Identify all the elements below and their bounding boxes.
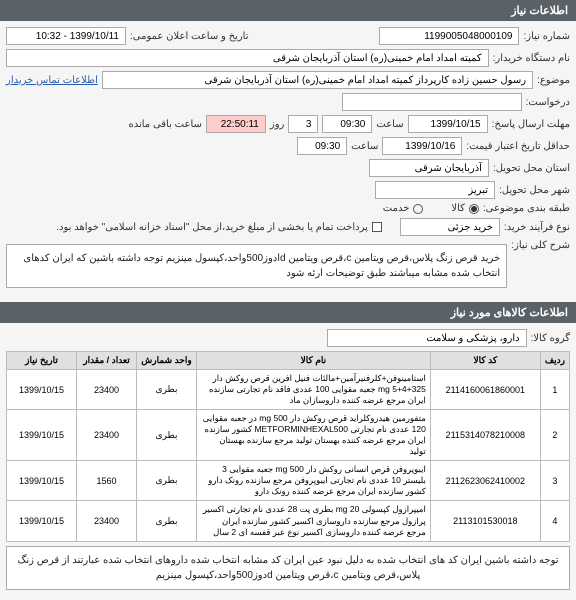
label-min-valid: حداقل تاریخ اعتبار قیمت: [466, 141, 570, 152]
label-goods-group: گروه کالا: [531, 333, 570, 344]
label-summary: شرح کلی نیاز: [511, 240, 570, 251]
label-city: شهر محل تحویل: [499, 185, 570, 196]
field-valid-date: 1399/10/16 [382, 137, 462, 155]
table-row: 42113101530018اميپرازول کپسولی 20 mg بطر… [7, 501, 570, 541]
section-header-info: اطلاعات نیاز [0, 0, 576, 21]
cell-r: 3 [540, 461, 569, 501]
cell-date: 1399/10/15 [7, 461, 77, 501]
form-details: شماره نیاز: 1199005048000109 تاریخ و ساع… [0, 21, 576, 302]
field-topic: رسول حسین زاده کارپرداز کمیته امداد امام… [102, 71, 533, 89]
th-name: نام کالا [197, 352, 431, 370]
cell-code: 2115314078210008 [430, 410, 540, 461]
cell-name: اميپرازول کپسولی 20 mg بطری پت 28 عددی ن… [197, 501, 431, 541]
cell-qty: 23400 [77, 410, 137, 461]
cell-unit: بطری [137, 461, 197, 501]
label-announce-dt: تاریخ و ساعت اعلان عمومی: [130, 31, 249, 42]
cell-name: ایبوپروفن قرص انسانی روکش دار mg 500 جعب… [197, 461, 431, 501]
th-unit: واحد شمارش [137, 352, 197, 370]
field-need-no: 1199005048000109 [379, 27, 519, 45]
section-header-goods: اطلاعات کالاهای مورد نیاز [0, 302, 576, 323]
radio-goods[interactable] [469, 204, 479, 214]
table-row: 32112623062410002ایبوپروفن قرص انسانی رو… [7, 461, 570, 501]
goods-area: گروه کالا: دارو، پزشکی و سلامت ردیف کد ک… [0, 323, 576, 600]
field-city: تبریز [375, 181, 495, 199]
goods-table: ردیف کد کالا نام کالا واحد شمارش تعداد /… [6, 351, 570, 542]
label-day: روز [270, 119, 285, 130]
cell-unit: بطری [137, 410, 197, 461]
field-valid-time: 09:30 [297, 137, 347, 155]
label-hour2: ساعت [351, 141, 378, 152]
field-summary: خرید قرص زنگ پلاس،قرص ویتامین c،قرص ویتا… [6, 244, 507, 288]
th-radif: ردیف [540, 352, 569, 370]
field-remain-time: 22:50:11 [206, 115, 266, 133]
label-treasury-note: پرداخت تمام یا بخشی از مبلغ خرید،از محل … [56, 222, 368, 233]
radio-service[interactable] [413, 204, 423, 214]
cell-qty: 23400 [77, 501, 137, 541]
cell-name: استامینوفن+کلرفنیرآمین+مالئات فنیل افرین… [197, 370, 431, 410]
field-deadline-time: 09:30 [322, 115, 372, 133]
label-deadline: مهلت ارسال پاسخ: [492, 119, 570, 130]
field-announce-dt: 1399/10/11 - 10:32 [6, 27, 126, 45]
label-need-no: شماره نیاز: [523, 31, 570, 42]
cell-r: 1 [540, 370, 569, 410]
label-request: درخواست: [526, 97, 570, 108]
field-request [342, 93, 522, 111]
label-goods: کالا [451, 203, 465, 214]
cell-date: 1399/10/15 [7, 410, 77, 461]
table-row: 22115314078210008متفورمین هیدروکلراید قر… [7, 410, 570, 461]
label-hour1: ساعت [376, 119, 403, 130]
cell-code: 2112623062410002 [430, 461, 540, 501]
cell-date: 1399/10/15 [7, 501, 77, 541]
cell-r: 2 [540, 410, 569, 461]
th-date: تاریخ نیاز [7, 352, 77, 370]
field-deadline-days: 3 [288, 115, 318, 133]
cell-unit: بطری [137, 370, 197, 410]
cell-unit: بطری [137, 501, 197, 541]
cell-name: متفورمین هیدروکلراید قرص روکش دار 500 mg… [197, 410, 431, 461]
footer-note: توجه داشته باشین ایران کد های انتخاب شده… [6, 546, 570, 590]
checkbox-treasury[interactable] [372, 222, 382, 232]
cell-code: 2113101530018 [430, 501, 540, 541]
label-buy-type: نوع فرآیند خرید: [504, 222, 570, 233]
field-buy-type: خرید جزئی [400, 218, 500, 236]
field-deadline-date: 1399/10/15 [408, 115, 488, 133]
label-buyer-org: نام دستگاه خریدار: [493, 53, 570, 64]
table-row: 12114160061860001استامینوفن+کلرفنیرآمین+… [7, 370, 570, 410]
th-qty: تعداد / مقدار [77, 352, 137, 370]
field-goods-group: دارو، پزشکی و سلامت [327, 329, 527, 347]
field-prov: آذربایجان شرقی [369, 159, 489, 177]
cell-date: 1399/10/15 [7, 370, 77, 410]
link-buyer-contact[interactable]: اطلاعات تماس خریدار [6, 75, 98, 86]
th-code: کد کالا [430, 352, 540, 370]
label-prov: استان محل تحویل: [493, 163, 570, 174]
cell-qty: 1560 [77, 461, 137, 501]
label-service: خدمت [383, 203, 410, 214]
label-budget-cls: طبقه بندی موضوعی: [483, 203, 570, 214]
cell-code: 2114160061860001 [430, 370, 540, 410]
label-remain: ساعت باقی مانده [128, 119, 201, 130]
field-buyer-org: کمیته امداد امام خمینی(ره) استان آذربایج… [6, 49, 489, 67]
cell-r: 4 [540, 501, 569, 541]
label-topic: موضوع: [537, 75, 570, 86]
cell-qty: 23400 [77, 370, 137, 410]
